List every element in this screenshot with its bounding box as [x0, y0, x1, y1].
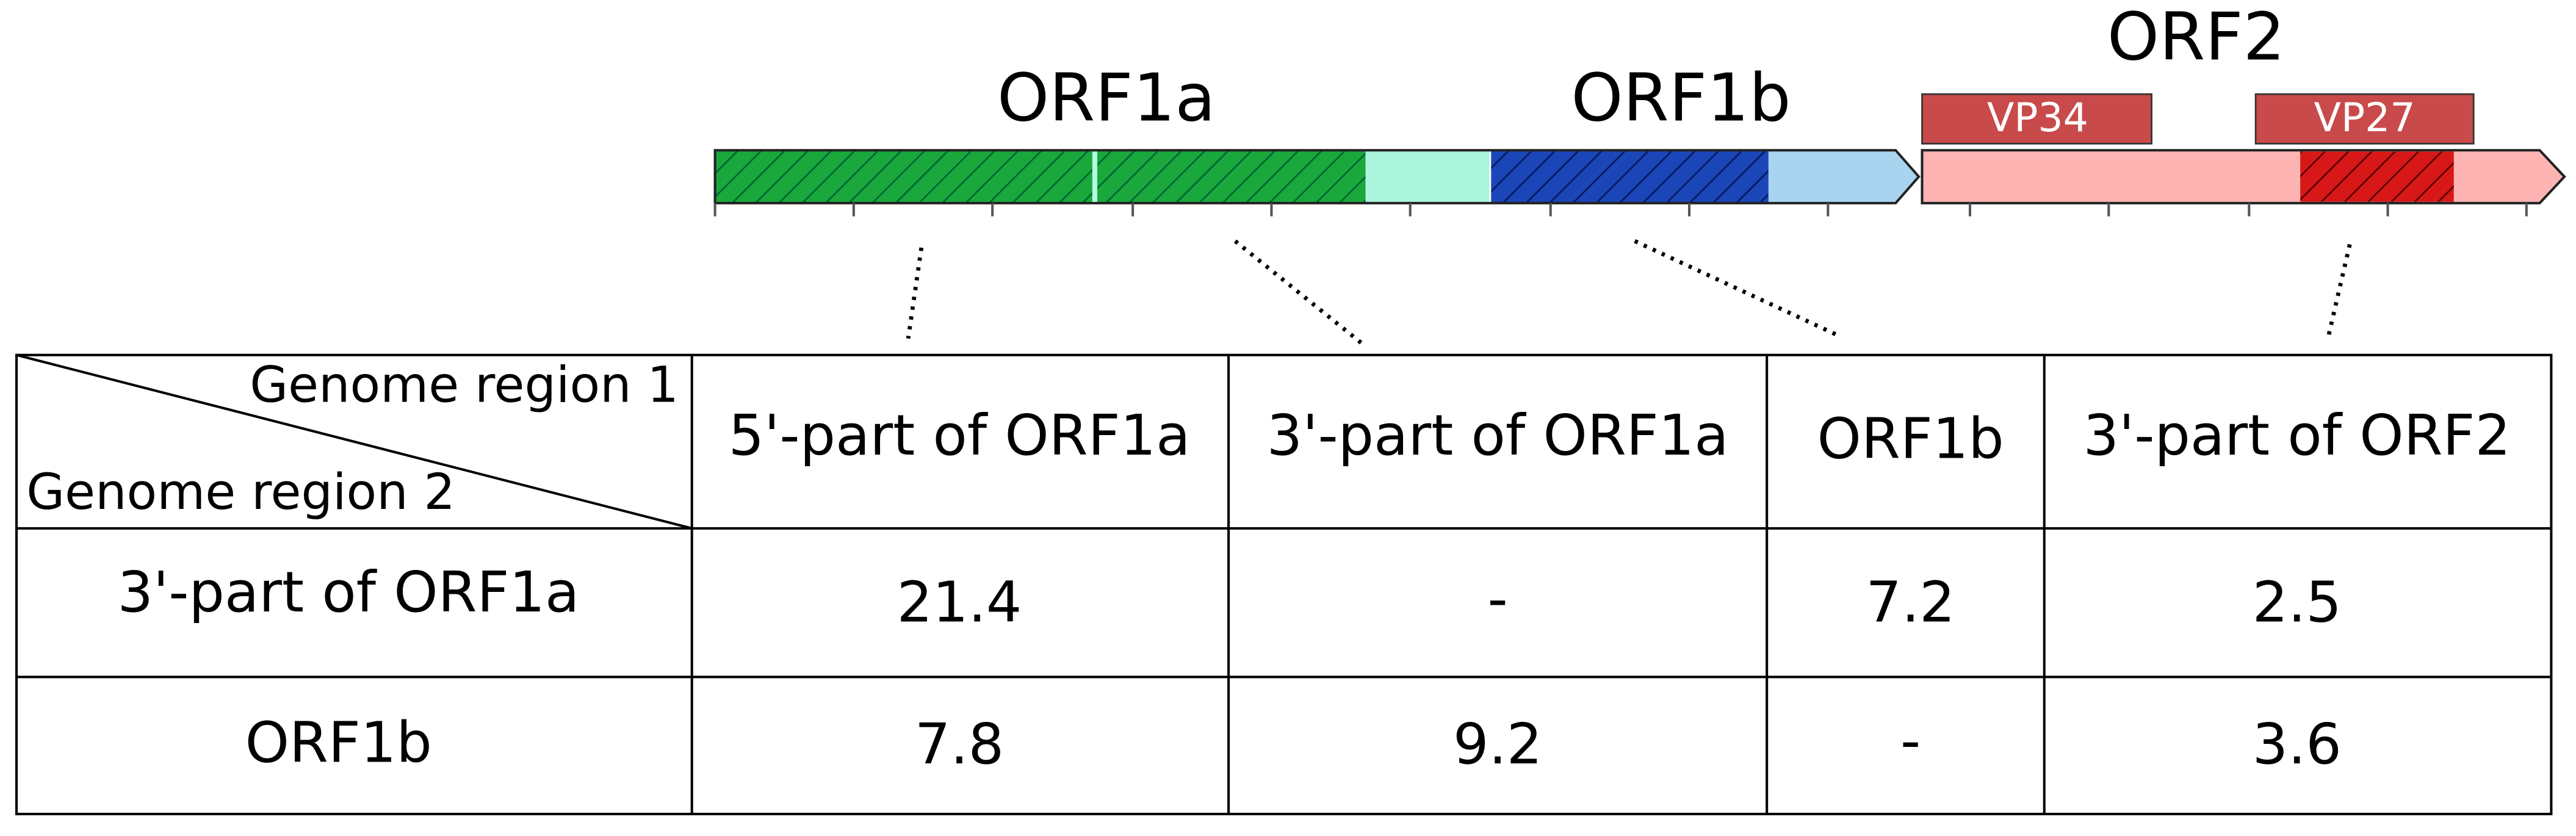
- orf1b-segment: [1768, 150, 1919, 203]
- protein-box: [2254, 93, 2475, 145]
- protein-label: VP34: [1987, 95, 2088, 141]
- table-cell: 3.6: [2253, 712, 2342, 777]
- orf1b-segment: [1491, 150, 1769, 203]
- column-header: ORF1b: [1817, 406, 2004, 472]
- genome-map: ORF1a ORF1b ORF2 VP34 VP27: [713, 0, 2566, 347]
- table-cell: -: [1900, 708, 1921, 774]
- orf1a-segment: [715, 150, 1366, 203]
- protein-box: [1921, 93, 2152, 145]
- orf2-segment: [1921, 149, 2566, 204]
- corner-header: Genome region 2: [26, 464, 455, 521]
- column-header: 3'-part of ORF2: [2083, 403, 2511, 468]
- table-cell: 7.2: [1866, 569, 1955, 635]
- connector-lines: [906, 239, 2352, 347]
- table-cell: -: [1488, 566, 1508, 632]
- row-header: 3'-part of ORF1a: [117, 560, 579, 625]
- orf-label: ORF1b: [1571, 60, 1791, 137]
- orf-label: ORF2: [2107, 0, 2285, 75]
- table-cell: 21.4: [897, 569, 1022, 635]
- table-cell: 7.8: [915, 712, 1004, 777]
- table: Genome region 1 Genome region 2 5'-part …: [15, 353, 2553, 816]
- table-cell: 9.2: [1453, 712, 1542, 777]
- table-cell: 2.5: [2253, 569, 2342, 635]
- protein-label: VP27: [2314, 95, 2415, 141]
- corner-header: Genome region 1: [250, 356, 679, 414]
- scale-ticks: [713, 203, 2528, 217]
- row-header: ORF1b: [245, 710, 432, 775]
- column-header: 3'-part of ORF1a: [1267, 403, 1729, 468]
- orf-label: ORF1a: [997, 60, 1216, 137]
- orf1a-segment: [1365, 150, 1490, 203]
- column-header: 5'-part of ORF1a: [729, 403, 1191, 468]
- orf2-segment: [2300, 151, 2454, 202]
